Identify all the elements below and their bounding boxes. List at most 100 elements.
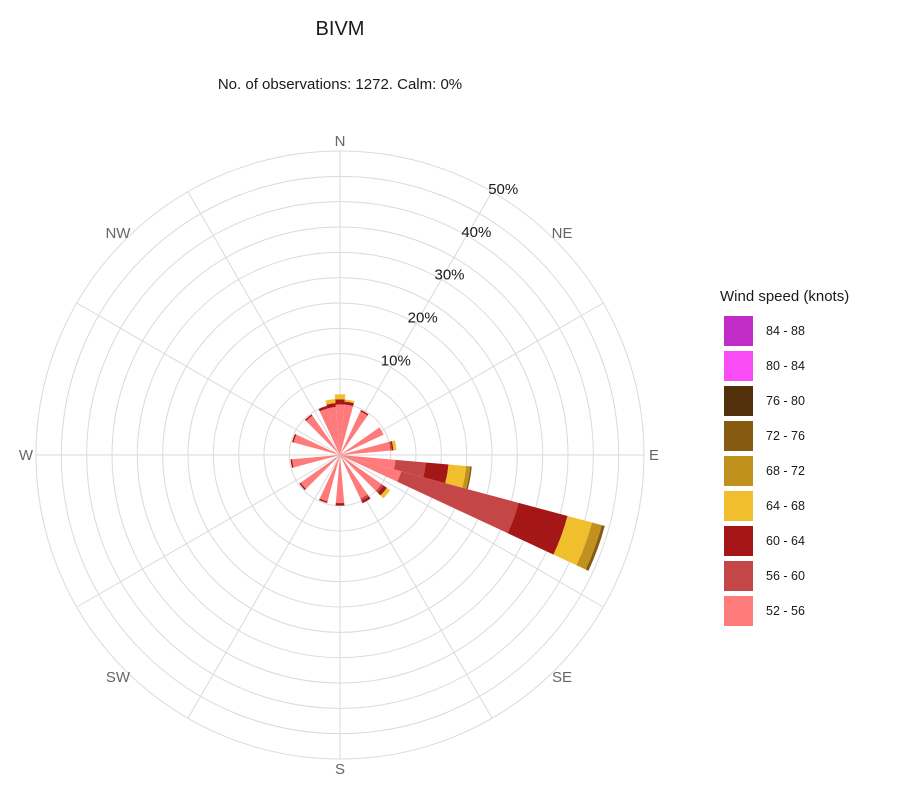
rose-segment [327,407,340,455]
rose-segment [293,434,340,455]
rose-segment [319,408,340,455]
legend-swatch [724,490,753,521]
legend-swatch [724,455,753,486]
legend-item: 84 - 88 [724,313,849,348]
rose-segment [380,487,391,499]
direction-label: SE [552,669,572,686]
legend-swatch [724,315,753,346]
grid-spoke [187,191,341,456]
radial-tick-label: 40% [461,224,491,241]
rose-segment [462,466,471,489]
rose-segment [292,434,297,443]
legend-swatch [724,350,753,381]
rose-segment [325,398,336,405]
rose-segment [340,455,368,499]
grid-spoke [339,302,604,456]
rose-segment [393,459,426,478]
legend-label: 68 - 72 [766,463,805,478]
rose-segment [340,411,368,455]
rose-segment [334,394,346,400]
direction-label: SW [106,669,131,686]
rose-segment [304,414,313,421]
legend-item: 52 - 56 [724,593,849,628]
legend-swatch [724,525,753,556]
radial-tick-label: 20% [408,310,438,327]
rose-segment [299,482,306,491]
radial-tick-label: 50% [488,181,518,198]
rose-segment [423,462,449,484]
rose-segment [319,498,328,503]
direction-label: W [19,447,34,464]
grid-spoke [76,454,341,608]
legend-item: 56 - 60 [724,558,849,593]
legend-swatch [724,560,753,591]
rose-segment [340,455,402,482]
direction-label: NE [552,225,573,242]
polar-grid [35,150,645,760]
rose-segment [300,455,340,490]
rose-segment [292,455,340,468]
rose-segment [360,409,369,416]
rose-segment [340,455,382,491]
legend-title: Wind speed (knots) [720,288,850,305]
legend-label: 52 - 56 [766,603,805,618]
rose-segment [340,441,391,455]
rose-segment [445,464,467,488]
legend-label: 56 - 60 [766,568,805,583]
rose-segment [318,406,328,412]
rose-segment [507,502,568,555]
legend-label: 84 - 88 [766,323,805,338]
chart-title: BIVM [315,18,365,40]
rose-segment [344,399,355,404]
direction-label: S [335,761,345,778]
direction-label: E [649,447,659,464]
rose-segment [553,515,593,566]
legend-list: 84 - 88 80 - 84 76 - 80 72 - 76 68 - 72 64 - … [724,313,849,628]
direction-label: NW [105,225,131,242]
rose-segment [290,459,294,468]
radial-tick-label: 10% [381,353,411,370]
grid-spoke [76,302,341,456]
grid-spoke [339,191,493,456]
rose-segment [340,404,354,455]
grid-spoke [339,454,604,608]
legend-label: 76 - 80 [766,393,805,408]
legend-label: 72 - 76 [766,428,805,443]
wind-rose-chart: 10% 20% 30% 40% 50% N NE E SE S SW W NW [19,133,659,778]
rose-segment [361,496,371,504]
rose-segment [335,404,345,455]
legend-swatch [724,385,753,416]
rose-segment [377,485,387,496]
rose-segment [335,455,345,504]
rose-segment [305,415,340,455]
legend-label: 64 - 68 [766,498,805,513]
rose-segment [335,502,345,506]
rose-segment [397,471,519,534]
legend-item: 76 - 80 [724,383,849,418]
rose-segment [340,427,384,455]
direction-labels: N NE E SE S SW W NW [19,133,659,778]
legend-item: 68 - 72 [724,453,849,488]
legend-item: 60 - 64 [724,523,849,558]
rose-segment [585,525,605,571]
legend-label: 80 - 84 [766,358,805,373]
rose-segment [326,403,336,409]
legend-item: 80 - 84 [724,348,849,383]
rose-segment [466,466,472,490]
radial-tick-labels: 10% 20% 30% 40% 50% [381,181,518,370]
rose-segment [576,522,602,570]
rose-segment [335,399,345,405]
rose-segment [360,494,370,501]
legend-item: 72 - 76 [724,418,849,453]
rose-segment [344,401,354,407]
wind-rose-bars [290,394,605,571]
legend-item: 64 - 68 [724,488,849,523]
grid-spoke [187,454,341,719]
rose-segment [340,455,396,470]
legend-swatch [724,595,753,626]
legend-label: 60 - 64 [766,533,805,548]
rose-segment [319,455,340,502]
direction-label: N [335,133,346,150]
rose-segment [391,440,397,451]
legend: Wind speed (knots) 84 - 88 80 - 84 76 - 80… [720,288,849,628]
